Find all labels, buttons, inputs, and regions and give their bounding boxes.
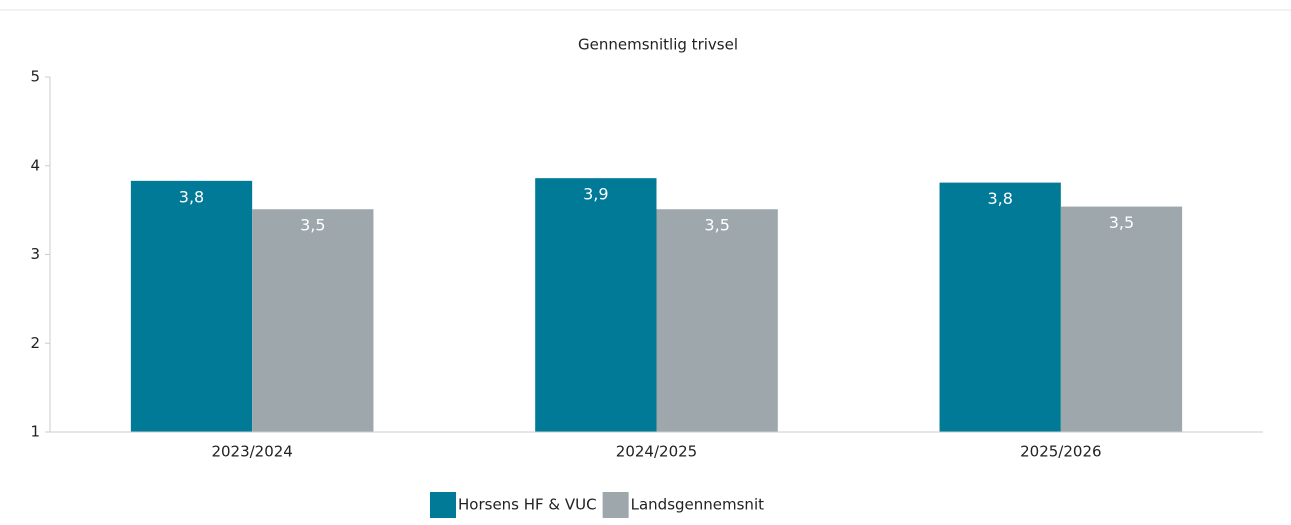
x-tick-label: 2023/2024 <box>211 443 292 461</box>
bar <box>1060 206 1183 432</box>
legend-label: Horsens HF & VUC <box>458 496 597 514</box>
value-label: 3,5 <box>300 216 325 235</box>
legend-label: Landsgennemsnit <box>631 496 764 514</box>
y-tick-label: 4 <box>30 156 40 174</box>
y-tick-label: 1 <box>30 423 40 441</box>
y-tick-label: 3 <box>30 245 40 263</box>
value-label: 3,5 <box>1109 213 1134 232</box>
value-label: 3,5 <box>704 216 729 235</box>
legend-swatch <box>430 492 456 518</box>
bar <box>535 178 657 432</box>
x-tick-label: 2025/2026 <box>1020 443 1101 461</box>
bar <box>252 209 374 432</box>
y-tick-label: 2 <box>30 334 40 352</box>
bar <box>130 180 253 432</box>
bar <box>656 209 778 432</box>
x-tick-label: 2024/2025 <box>616 443 697 461</box>
value-label: 3,9 <box>583 185 608 204</box>
legend-swatch <box>602 492 629 518</box>
chart-title: Gennemsnitlig trivsel <box>578 36 738 54</box>
value-label: 3,8 <box>179 187 204 206</box>
bar <box>939 182 1061 432</box>
y-tick-label: 5 <box>30 68 40 86</box>
value-label: 3,8 <box>987 189 1012 208</box>
